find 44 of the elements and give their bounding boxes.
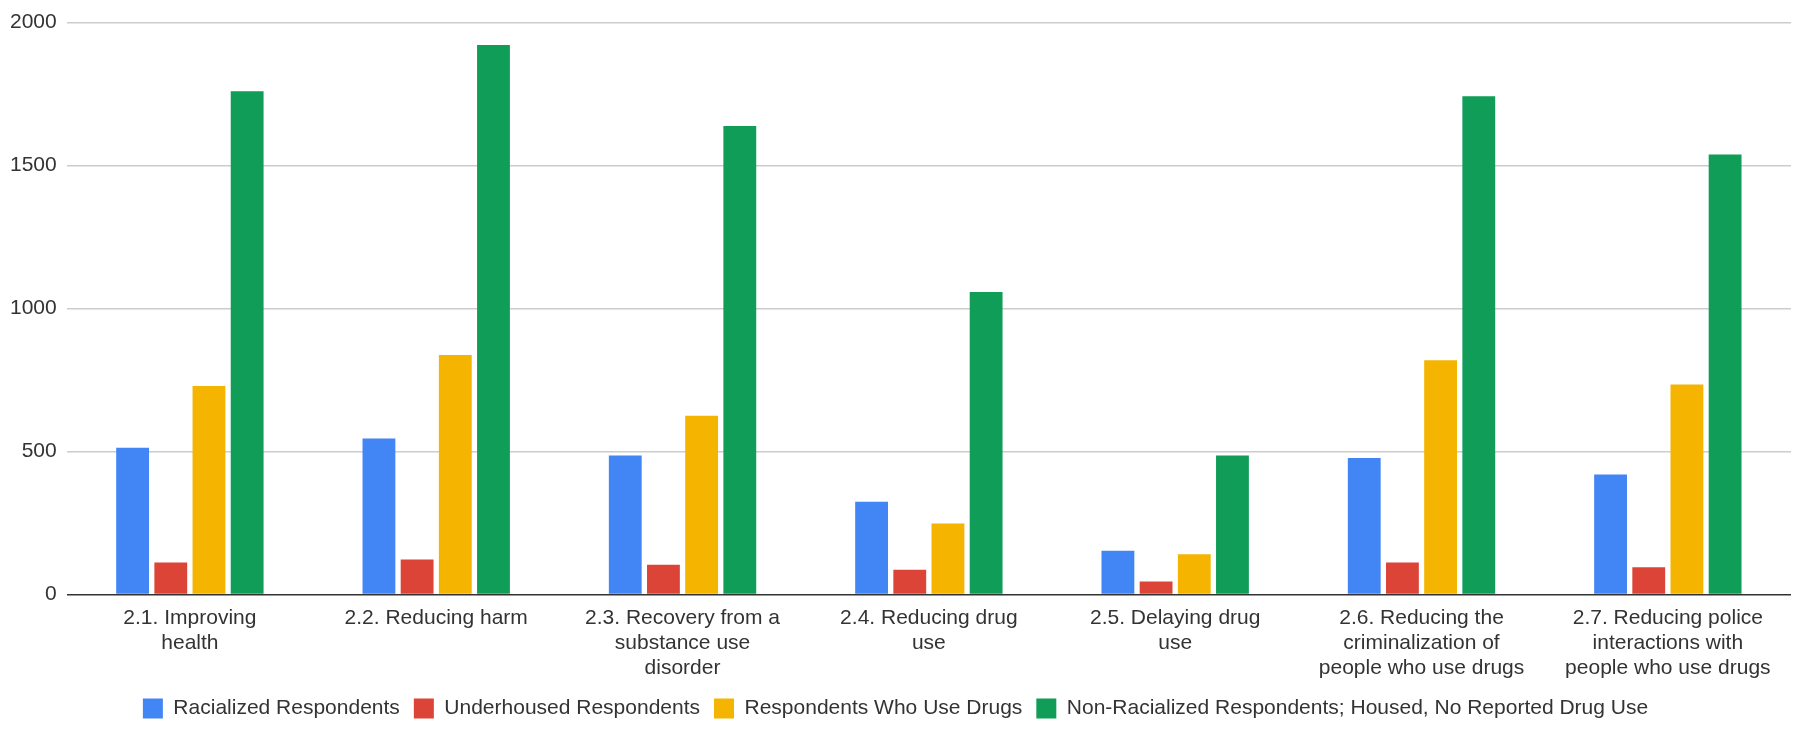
legend-label: Racialized Respondents xyxy=(173,695,400,719)
bar xyxy=(685,415,719,594)
bar xyxy=(1708,154,1742,594)
x-tick-label: 2.2. Reducing harm xyxy=(344,604,528,628)
bar xyxy=(1594,474,1627,594)
bar xyxy=(1632,567,1666,594)
y-tick-label: 1500 xyxy=(10,152,57,176)
x-tick-label: 2.7. Reducing police interactions with people who use drugs xyxy=(1565,604,1771,679)
bar xyxy=(230,91,264,594)
y-tick-label: 0 xyxy=(45,581,57,605)
bar xyxy=(931,523,965,594)
x-tick-label: 2.4. Reducing drug use xyxy=(840,604,1018,653)
bar xyxy=(1424,360,1458,594)
bar xyxy=(647,564,680,594)
bar xyxy=(1670,384,1704,594)
bar xyxy=(855,501,889,594)
bar xyxy=(400,559,434,594)
bar xyxy=(362,438,396,594)
y-tick-label: 1000 xyxy=(10,295,57,319)
bar xyxy=(154,562,188,594)
bar xyxy=(723,126,757,594)
x-tick-label: 2.1. Improving health xyxy=(123,604,257,653)
bar xyxy=(477,44,510,594)
y-tick-label: 2000 xyxy=(10,9,57,33)
bar xyxy=(192,385,226,594)
y-tick-label: 500 xyxy=(21,438,57,462)
x-tick-label: 2.5. Delaying drug use xyxy=(1089,604,1261,653)
bar xyxy=(1386,562,1419,594)
legend-label: Non-Racialized Respondents; Housed, No Reported Drug Use xyxy=(1066,695,1649,719)
bar xyxy=(116,447,150,594)
bar xyxy=(1347,458,1381,594)
x-tick-label: 2.3. Recovery from a substance use disorder xyxy=(585,604,781,679)
x-tick-label: 2.6. Reducing the criminalization of people who use drugs xyxy=(1318,604,1525,679)
bar xyxy=(893,569,927,594)
bar xyxy=(1177,554,1211,594)
bar xyxy=(1139,581,1173,594)
legend-label: Respondents Who Use Drugs xyxy=(744,695,1023,719)
bar xyxy=(438,355,472,594)
bar xyxy=(1462,96,1496,594)
bar xyxy=(1101,550,1135,594)
bar xyxy=(608,455,642,594)
bar xyxy=(1216,455,1249,594)
legend-label: Underhoused Respondents xyxy=(444,695,701,719)
bar xyxy=(969,291,1003,594)
